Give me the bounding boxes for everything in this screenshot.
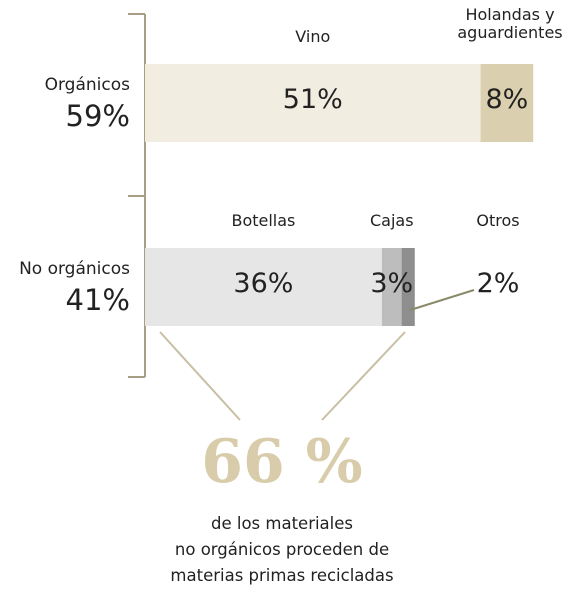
callout-value: 66 %: [201, 427, 363, 497]
group-name: No orgánicos: [19, 259, 130, 279]
group-total: 41%: [65, 283, 130, 317]
callout-text: materias primas recicladas: [170, 566, 394, 585]
segment-name: Botellas: [231, 211, 296, 230]
value-label: 8%: [485, 84, 529, 115]
segment-name: Otros: [476, 211, 520, 230]
callout-text: de los materiales: [210, 514, 354, 533]
segment-name: Cajas: [369, 211, 414, 230]
bar-segment: [480, 64, 534, 142]
value-label: 36%: [233, 268, 294, 299]
group-name: Orgánicos: [44, 75, 130, 95]
callout-lines: [159, 331, 406, 421]
segment-name: Vino: [295, 27, 331, 46]
bracket: [128, 13, 146, 378]
callout-text: no orgánicos proceden de: [174, 540, 390, 559]
leader-line: [409, 289, 475, 311]
bar-segment: [381, 248, 402, 326]
bar-segment: [401, 248, 415, 326]
segment-name: Holandas y aguardientes: [457, 5, 563, 43]
bar-segment: [145, 64, 481, 142]
group-total: 59%: [65, 99, 130, 133]
bar-segment: [145, 248, 382, 326]
value-label: 51%: [282, 84, 343, 115]
value-label: 3%: [370, 268, 414, 299]
value-label: 2%: [476, 268, 520, 299]
